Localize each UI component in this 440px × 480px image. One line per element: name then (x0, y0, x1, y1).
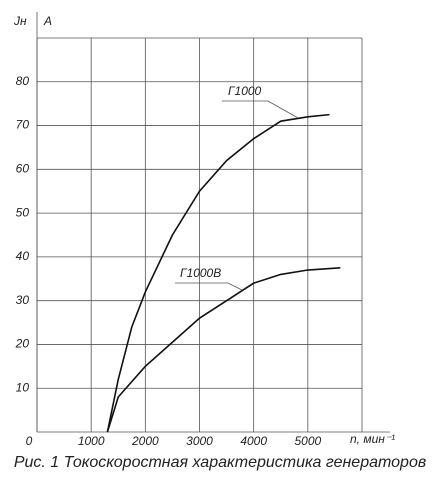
x-tick-label: 4000 (240, 434, 267, 448)
y-tick-label: 70 (16, 118, 30, 132)
leader-line (222, 100, 299, 119)
curve (106, 267, 341, 433)
x-tick-label: 0 (26, 434, 33, 448)
y-tick-label: 10 (16, 380, 30, 394)
y-tick-label: 40 (16, 249, 30, 263)
y-tick-label: 20 (15, 337, 30, 351)
y-tick-label: 60 (16, 162, 30, 176)
y-axis-label: Jн (13, 14, 27, 28)
series-label: Г1000В (180, 266, 221, 280)
x-tick-label: 2000 (131, 434, 159, 448)
x-axis-label: n, мин⁻¹ (350, 432, 395, 446)
x-tick-label: 1000 (78, 434, 105, 448)
y-tick-label: 80 (16, 74, 30, 88)
y-tick-label: 50 (16, 205, 30, 219)
x-tick-label: 3000 (186, 434, 213, 448)
y-axis-unit: A (43, 14, 52, 28)
series-label: Г1000 (228, 84, 262, 98)
caption: Рис. 1 Токоскоростная характеристика ген… (14, 454, 426, 471)
leader-line (175, 282, 243, 291)
x-tick-label: 5000 (294, 434, 321, 448)
curve (106, 113, 330, 433)
y-tick-label: 30 (16, 293, 30, 307)
